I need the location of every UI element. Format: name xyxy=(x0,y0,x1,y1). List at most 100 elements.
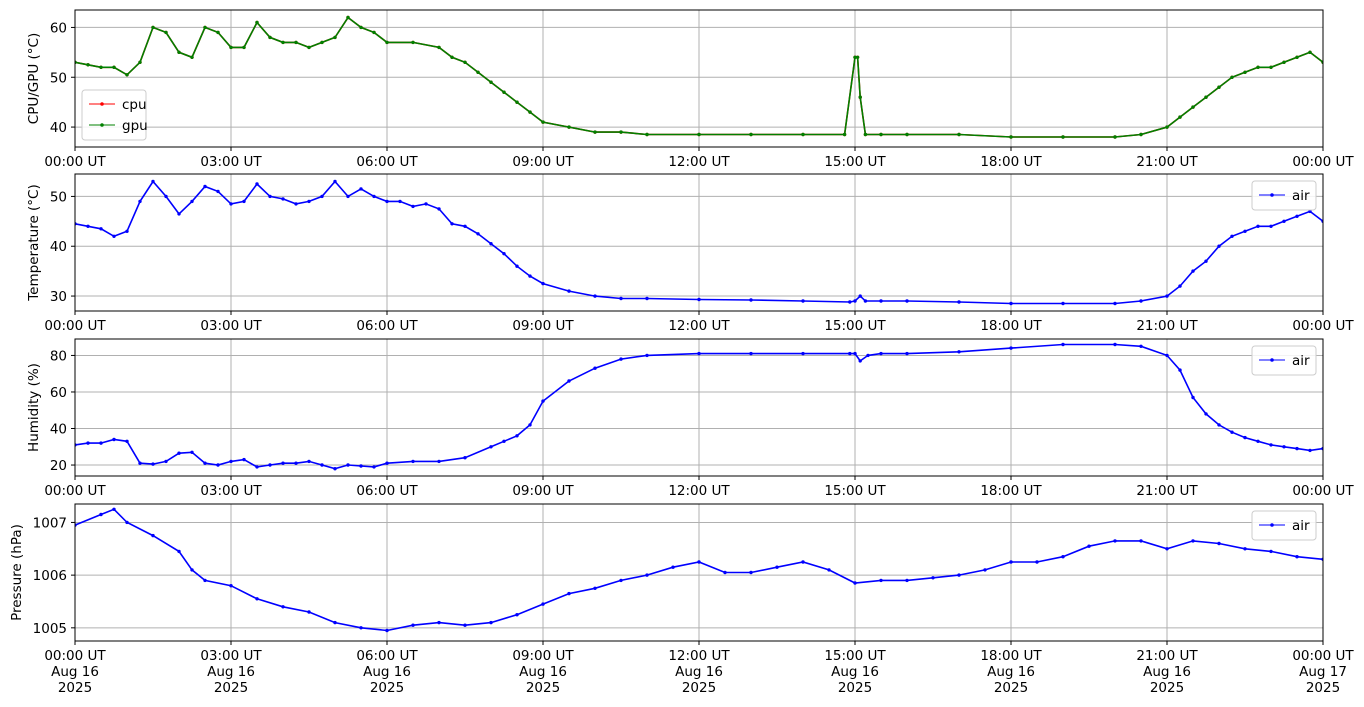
data-point xyxy=(359,464,363,468)
data-point xyxy=(164,194,168,199)
data-point xyxy=(424,202,428,206)
data-point xyxy=(411,40,415,45)
data-point xyxy=(359,187,363,191)
data-point xyxy=(177,549,181,554)
x-tick-label: 00:00 UT Aug 17 2025 xyxy=(1292,648,1354,696)
legend-label: air xyxy=(1292,188,1310,204)
data-point xyxy=(99,65,103,70)
data-point xyxy=(463,456,467,460)
data-point xyxy=(1191,269,1195,273)
data-point xyxy=(333,179,337,184)
data-point xyxy=(125,439,129,443)
x-tick-label: 18:00 UT xyxy=(980,318,1042,334)
data-point xyxy=(879,132,883,137)
series-line-air xyxy=(75,180,1323,305)
data-point xyxy=(502,252,506,256)
x-tick-label: 09:00 UT xyxy=(512,154,574,170)
data-point xyxy=(645,573,649,577)
y-tick-label: 50 xyxy=(50,189,67,205)
data-point xyxy=(1269,549,1273,554)
legend-label: gpu xyxy=(122,118,148,134)
data-point xyxy=(1009,135,1013,139)
data-point xyxy=(138,199,142,204)
data-point xyxy=(307,610,311,614)
data-point xyxy=(905,132,909,137)
data-point xyxy=(1113,539,1117,543)
x-tick-label: 18:00 UT Aug 16 2025 xyxy=(980,648,1042,696)
data-point xyxy=(216,189,220,194)
data-point xyxy=(294,461,298,465)
data-point xyxy=(1269,443,1273,447)
data-point xyxy=(879,578,883,583)
data-point xyxy=(99,512,103,517)
data-point xyxy=(385,199,389,204)
data-point xyxy=(1282,219,1286,223)
data-point xyxy=(749,298,753,302)
data-point xyxy=(125,520,129,525)
data-point xyxy=(294,40,298,45)
x-tick-label: 03:00 UT xyxy=(200,318,262,334)
data-point xyxy=(268,463,272,467)
x-tick-label: 06:00 UT xyxy=(356,318,418,334)
plot-frame xyxy=(74,173,1324,312)
data-point xyxy=(827,568,831,572)
x-tick-label: 00:00 UT xyxy=(44,154,106,170)
data-point xyxy=(281,461,285,465)
data-point xyxy=(528,274,532,278)
data-point xyxy=(320,40,324,45)
data-point xyxy=(203,461,207,465)
data-point xyxy=(593,586,597,590)
data-point xyxy=(151,462,155,466)
data-point xyxy=(863,132,868,137)
data-point xyxy=(1295,555,1299,559)
data-point xyxy=(619,296,623,301)
data-point xyxy=(489,80,493,84)
x-tick-label: 18:00 UT xyxy=(980,483,1042,499)
x-tick-label: 06:00 UT xyxy=(356,483,418,499)
data-point xyxy=(216,463,220,467)
data-point xyxy=(879,299,883,303)
data-point xyxy=(1256,224,1260,228)
data-point xyxy=(307,199,311,204)
data-point xyxy=(957,132,961,137)
data-point xyxy=(190,199,194,204)
data-point xyxy=(125,73,129,77)
data-point xyxy=(242,199,246,204)
y-axis-label: Pressure (hPa) xyxy=(9,524,25,621)
data-point xyxy=(1178,115,1182,119)
data-point xyxy=(671,565,675,569)
legend-box xyxy=(81,89,147,141)
data-point xyxy=(307,45,311,50)
data-point xyxy=(125,229,129,233)
data-point xyxy=(1256,439,1260,443)
data-point xyxy=(346,194,350,199)
data-point xyxy=(853,351,857,356)
legend-marker xyxy=(1270,523,1274,527)
x-tick-label: 12:00 UT xyxy=(668,483,730,499)
data-point xyxy=(372,30,376,35)
data-point xyxy=(905,578,909,583)
data-point xyxy=(1139,344,1143,348)
data-point xyxy=(190,568,194,572)
data-point xyxy=(151,533,155,538)
data-point xyxy=(1061,555,1065,559)
data-point xyxy=(593,294,597,298)
data-point xyxy=(190,55,194,59)
data-point xyxy=(242,45,246,50)
chart-panel-2: 00:00 UT 03:00 UT 06:00 UT 09:00 UT 12:00 UT… xyxy=(26,173,1354,334)
data-point xyxy=(1308,50,1312,54)
data-point xyxy=(1269,65,1273,70)
data-point xyxy=(1165,547,1169,551)
data-point xyxy=(437,459,441,464)
x-tick-label: 12:00 UT Aug 16 2025 xyxy=(668,648,730,696)
data-point xyxy=(697,297,701,302)
data-point xyxy=(697,351,701,356)
data-point xyxy=(463,60,467,64)
data-point xyxy=(1035,560,1039,564)
data-point xyxy=(333,35,337,40)
data-point xyxy=(957,300,961,304)
y-axis-label: CPU/GPU (°C) xyxy=(26,33,42,124)
data-point xyxy=(1178,368,1182,372)
data-point xyxy=(1191,395,1195,400)
